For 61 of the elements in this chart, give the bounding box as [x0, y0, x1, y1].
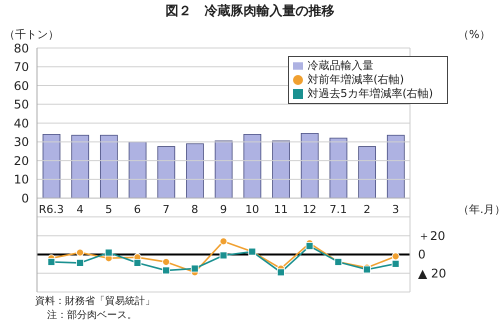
point	[104, 248, 113, 256]
x-tick-label: 4	[76, 202, 84, 216]
bar	[42, 134, 60, 199]
bar	[214, 140, 233, 199]
y-tick-label: 60	[14, 78, 29, 93]
bar	[157, 146, 176, 199]
point	[392, 252, 400, 260]
y-axis-title: （千トン）	[4, 28, 59, 41]
x-axis-title: （年.月）	[458, 202, 500, 216]
text: 資料：財務省「貿易統計」	[35, 295, 155, 307]
point	[162, 266, 170, 274]
x-tick-label: 9	[220, 202, 227, 216]
point	[220, 237, 228, 246]
bar	[186, 143, 204, 199]
point	[76, 259, 84, 267]
point	[220, 252, 228, 260]
x-tick-label: 8	[191, 202, 198, 216]
point	[162, 258, 170, 266]
y-tick-label: 0	[21, 191, 29, 206]
bar	[330, 138, 348, 199]
bar	[358, 146, 376, 199]
y2-tick-label: ▲ 20	[418, 266, 446, 280]
chart-title: 図２ 冷蔵豚肉輸入量の推移	[166, 3, 334, 19]
y-tick-label: 30	[14, 135, 29, 150]
x-tick-label: 7	[162, 202, 170, 216]
legend-label: 対過去5カ年増減率(右軸)	[307, 87, 433, 100]
bar	[272, 140, 290, 199]
y2-tick-label: 0	[418, 248, 426, 262]
x-tick-label: 3	[392, 202, 400, 216]
x-tick-label: 2	[363, 202, 370, 216]
bar	[100, 134, 118, 199]
bar	[71, 134, 90, 199]
point	[306, 242, 314, 250]
x-tick-label: 10	[245, 202, 260, 216]
y2-axis-title: （%）	[458, 28, 490, 41]
point	[190, 264, 199, 272]
bar	[386, 134, 405, 199]
y-tick-label: 10	[14, 172, 29, 187]
y2-tick-label: ＋20	[418, 228, 446, 243]
point	[276, 268, 285, 276]
y-tick-label: 40	[14, 116, 29, 130]
x-tick-label: R6.3	[38, 202, 64, 216]
bar	[243, 134, 262, 199]
bar	[300, 133, 319, 199]
y-tick-label: 70	[14, 60, 29, 74]
legend-label: 対前年増減率(右軸)	[307, 73, 404, 86]
point	[76, 248, 84, 256]
x-tick-label: 7.1	[330, 202, 348, 216]
y-tick-label: 20	[14, 154, 29, 168]
bar	[128, 141, 146, 199]
point	[392, 260, 400, 268]
text: 注：部分肉ベース。	[47, 309, 137, 321]
legend-label: 冷蔵品輸入量	[307, 59, 374, 72]
point	[47, 258, 56, 266]
point	[134, 259, 142, 267]
x-tick-label: 11	[274, 202, 288, 216]
x-tick-label: 6	[134, 202, 141, 216]
x-tick-label: 5	[105, 202, 112, 216]
y-tick-label: 80	[14, 41, 29, 56]
x-tick-label: 12	[302, 202, 317, 216]
y-tick-label: 50	[14, 98, 29, 112]
